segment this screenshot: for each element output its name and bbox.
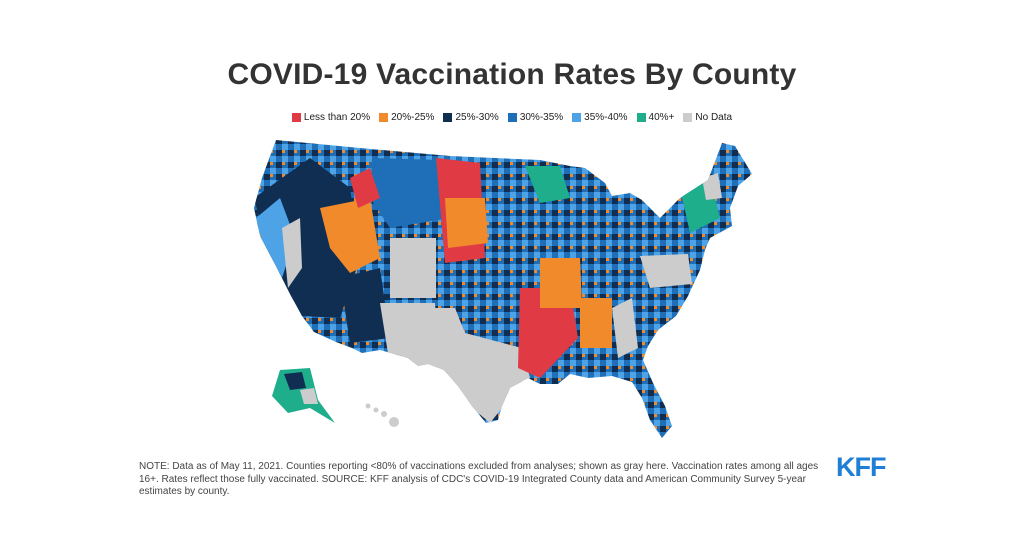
region-nodata-texas (420, 308, 530, 423)
region-orange-utah-nevada (320, 198, 380, 273)
legend-label: 25%-30% (455, 112, 499, 123)
legend-swatch (507, 113, 517, 122)
region-green-minnesota (525, 166, 570, 203)
region-orange-dakotas (445, 198, 488, 248)
region-nodata-colorado (390, 238, 436, 298)
legend-swatch (683, 113, 693, 122)
hawaii-island (365, 403, 371, 409)
hawaii-island (389, 417, 399, 427)
region-red-idaho (350, 168, 380, 208)
alaska-nodata-region (300, 388, 318, 404)
legend-label: 40%+ (648, 112, 675, 123)
legend-swatch (443, 113, 453, 122)
legend-item-40-plus: 40%+ (636, 112, 675, 123)
chart-title: COVID-19 Vaccination Rates By County (227, 58, 797, 91)
legend-label: 20%-25% (391, 112, 435, 123)
legend-label: 30%-35% (519, 112, 564, 123)
legend-item-25-30: 25%-30% (443, 112, 499, 123)
legend-item-no-data: No Data (683, 112, 732, 123)
region-nodata-georgia (612, 298, 638, 358)
legend-swatch (636, 113, 646, 122)
legend-swatch (379, 113, 389, 122)
region-red-south (518, 288, 578, 378)
kff-logo: KFF (836, 452, 886, 482)
legend-swatch (291, 113, 301, 122)
legend: Less than 20% 20%-25% 25%-30% 30%-35% 35… (0, 112, 1024, 123)
legend-label: Less than 20% (303, 112, 371, 123)
region-orange-georgia (580, 298, 612, 348)
region-arizona (340, 268, 390, 343)
hawaii (365, 403, 399, 427)
legend-item-less-than-20: Less than 20% (291, 112, 371, 123)
legend-item-20-25: 20%-25% (379, 112, 434, 123)
legend-item-35-40: 35%-40% (572, 112, 628, 123)
source-note: NOTE: Data as of May 11, 2021. Counties … (139, 461, 819, 497)
region-montana (370, 158, 450, 228)
alaska-dark-region (284, 372, 306, 390)
legend-label: No Data (695, 112, 733, 123)
region-west-dark (254, 158, 360, 318)
region-orange-south (540, 258, 582, 308)
region-nodata-ca (282, 218, 302, 288)
hawaii-island (381, 411, 387, 417)
legend-label: 35%-40% (584, 112, 628, 123)
region-nodata-virginia (640, 254, 692, 288)
hawaii-island (373, 407, 379, 413)
legend-swatch (572, 113, 582, 122)
legend-item-30-35: 30%-35% (507, 112, 564, 123)
us-county-map (254, 140, 752, 438)
